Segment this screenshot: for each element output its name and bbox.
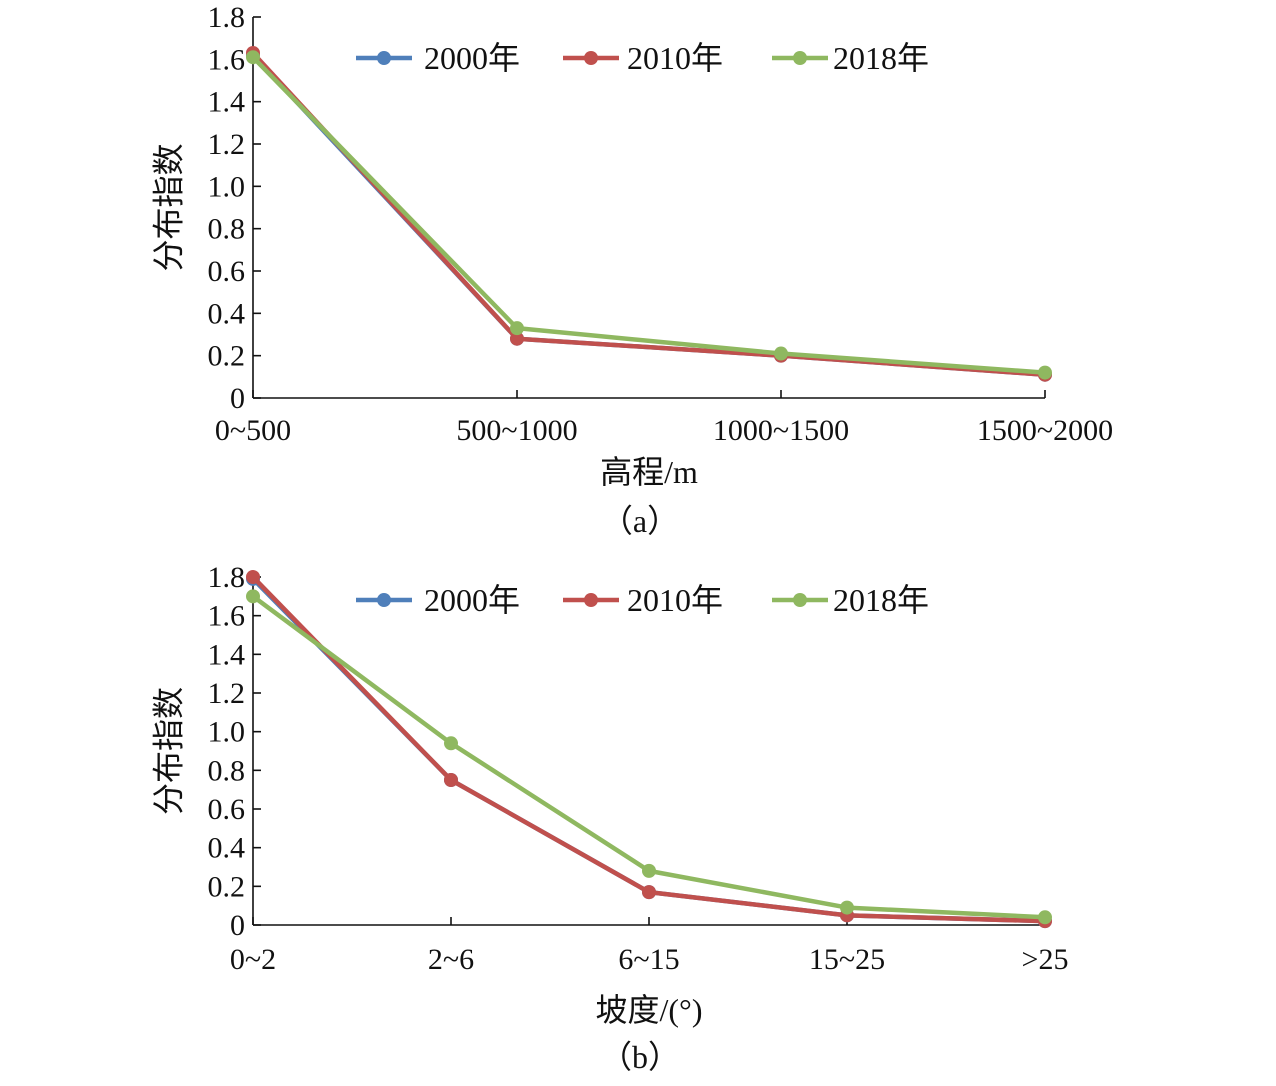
x-tick-label: 0~500 <box>215 414 291 447</box>
x-tick-label: 6~15 <box>618 943 679 976</box>
x-axis-title: 坡度/(°) <box>595 992 702 1028</box>
legend-item: 2000年 <box>356 582 520 618</box>
y-tick-label: 0.4 <box>208 297 246 330</box>
y-tick-label: 0.8 <box>208 754 246 787</box>
y-tick-label: 1.0 <box>208 170 246 203</box>
series-0 <box>246 48 1052 382</box>
series-1 <box>246 570 1052 929</box>
data-point <box>246 589 260 604</box>
x-tick-label: 0~2 <box>230 943 276 976</box>
legend: 2000年 2010年 2018年 <box>356 582 929 618</box>
data-point <box>444 736 458 751</box>
y-tick-label: 1.8 <box>208 1 246 34</box>
legend-item: 2010年 <box>563 582 723 618</box>
y-tick-label: 1.6 <box>208 43 246 76</box>
chart-panel-b: 0 0.2 0.4 0.6 0.8 1.0 1.2 1.4 1.6 1.8 0~2 2~6 6~15 15… <box>150 561 1068 1075</box>
legend-label: 2000年 <box>424 582 520 618</box>
y-tick-label: 1.6 <box>208 600 246 633</box>
data-point <box>444 773 458 787</box>
legend-item: 2018年 <box>772 40 929 76</box>
data-point <box>774 346 788 361</box>
y-tick-label: 0.2 <box>208 870 246 903</box>
y-tick-label: 1.4 <box>208 86 246 119</box>
chart-panel-a: 0 0.2 0.4 0.6 0.8 1.0 1.2 1.4 1.6 1.8 0~500 500~100… <box>150 1 1113 539</box>
series-line <box>250 52 1048 377</box>
panel-label: （a） <box>601 503 679 539</box>
y-axis-title: 分布指数 <box>150 687 186 815</box>
data-point <box>840 900 854 915</box>
series-1 <box>246 45 1052 382</box>
data-point <box>246 570 260 584</box>
y-tick-label: 0.8 <box>208 213 246 246</box>
data-point <box>246 50 260 65</box>
series-line <box>250 54 1048 375</box>
x-tick-label: 15~25 <box>809 943 885 976</box>
data-point <box>510 321 524 336</box>
legend-swatch-marker <box>377 51 391 65</box>
y-tick-label: 0.4 <box>208 832 246 865</box>
legend: 2000年 2010年 2018年 <box>356 40 929 76</box>
legend-swatch-marker <box>584 51 598 65</box>
y-tick-label: 1.2 <box>208 677 246 710</box>
legend-item: 2000年 <box>356 40 520 76</box>
data-point <box>1038 910 1052 925</box>
x-tick-label: 500~1000 <box>456 414 577 447</box>
y-tick-label: 0 <box>230 909 245 942</box>
x-axis-title: 高程/m <box>600 454 698 490</box>
y-tick-label: 0.6 <box>208 793 246 826</box>
legend-swatch-marker <box>377 593 391 607</box>
legend-label: 2018年 <box>833 582 929 618</box>
legend-label: 2018年 <box>833 40 929 76</box>
x-tick-label: 2~6 <box>428 943 474 976</box>
y-tick-label: 0.6 <box>208 255 246 288</box>
legend-label: 2000年 <box>424 40 520 76</box>
y-tick-label: 1.4 <box>208 638 246 671</box>
series-line <box>250 50 1048 377</box>
data-point <box>510 331 524 346</box>
data-point <box>642 885 656 900</box>
y-tick-label: 1.8 <box>208 561 246 594</box>
y-tick-label: 1.2 <box>208 128 246 161</box>
legend-item: 2010年 <box>563 40 723 76</box>
y-axis-title: 分布指数 <box>150 143 186 271</box>
legend-swatch-marker <box>793 593 807 607</box>
legend-item: 2018年 <box>772 582 929 618</box>
legend-label: 2010年 <box>627 40 723 76</box>
y-tick-label: 1.0 <box>208 716 246 749</box>
y-tick-label: 0 <box>230 382 245 415</box>
legend-label: 2010年 <box>627 582 723 618</box>
series-2 <box>246 589 1052 925</box>
x-tick-label: >25 <box>1022 943 1069 976</box>
data-point <box>1038 365 1052 380</box>
y-tick-label: 0.2 <box>208 340 246 373</box>
series-2 <box>246 50 1052 380</box>
data-point <box>642 863 656 878</box>
legend-swatch-marker <box>584 593 598 607</box>
legend-swatch-marker <box>793 51 807 65</box>
panel-label: （b） <box>600 1039 680 1075</box>
x-tick-label: 1000~1500 <box>713 414 849 447</box>
x-tick-label: 1500~2000 <box>977 414 1113 447</box>
